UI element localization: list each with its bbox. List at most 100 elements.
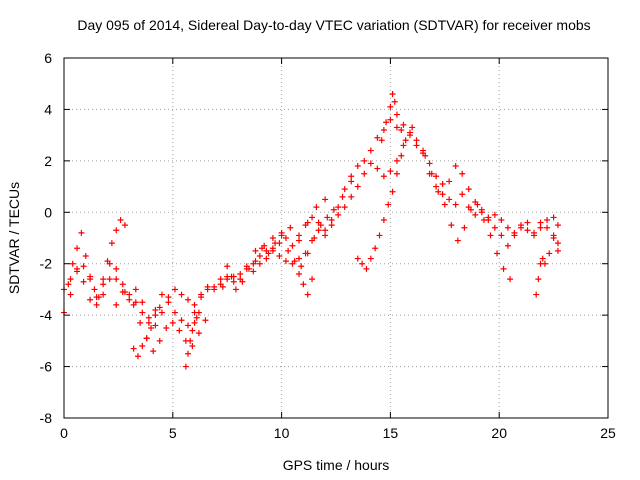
- data-point: [245, 265, 252, 272]
- data-point: [165, 294, 172, 301]
- data-point: [363, 265, 370, 272]
- data-point: [367, 160, 374, 167]
- data-point: [80, 263, 87, 270]
- data-point: [119, 281, 126, 288]
- data-point: [400, 121, 407, 128]
- data-point: [494, 250, 501, 257]
- data-point: [535, 276, 542, 283]
- data-point: [224, 263, 231, 270]
- data-point: [108, 240, 115, 247]
- data-point: [100, 281, 107, 288]
- data-point: [158, 291, 165, 298]
- data-point: [132, 286, 139, 293]
- data-point: [507, 276, 514, 283]
- data-point: [313, 204, 320, 211]
- y-tick-label: -6: [40, 359, 53, 375]
- data-point: [348, 173, 355, 180]
- data-point: [393, 157, 400, 164]
- data-point: [163, 325, 170, 331]
- data-point: [461, 224, 468, 231]
- data-point: [426, 160, 433, 167]
- data-point: [309, 214, 316, 221]
- data-point: [169, 319, 176, 326]
- data-point: [143, 335, 150, 342]
- data-point: [100, 276, 107, 283]
- data-point: [113, 227, 120, 234]
- data-point: [113, 301, 120, 308]
- data-point: [389, 188, 396, 195]
- data-point: [354, 255, 361, 262]
- data-point: [191, 319, 198, 326]
- data-point: [544, 217, 551, 223]
- data-point: [289, 242, 296, 249]
- data-point: [374, 165, 381, 172]
- data-point: [74, 245, 81, 252]
- data-point: [376, 232, 383, 239]
- data-point: [537, 224, 544, 231]
- data-point: [500, 265, 507, 272]
- data-point: [554, 240, 561, 247]
- data-point: [269, 245, 276, 252]
- y-axis-label: SDTVAR / TECUs: [6, 182, 22, 294]
- data-point: [380, 217, 387, 223]
- data-point: [239, 278, 246, 285]
- data-point: [237, 271, 244, 277]
- data-point: [126, 291, 133, 298]
- data-point: [422, 152, 429, 159]
- x-axis-label: GPS time / hours: [283, 457, 390, 473]
- series-track-13: [252, 178, 355, 254]
- data-point: [309, 276, 316, 283]
- data-point: [474, 201, 481, 208]
- data-point: [278, 229, 285, 236]
- data-point: [185, 322, 192, 329]
- data-point: [402, 137, 409, 144]
- data-point: [137, 319, 144, 326]
- data-point: [95, 294, 102, 301]
- data-point: [74, 268, 81, 275]
- data-point: [491, 211, 498, 218]
- data-point: [285, 247, 292, 254]
- data-point: [269, 235, 276, 241]
- axis-ticks: 0 5 10 15 20 25 -8 -6 -4 -2 0 2 4 6: [40, 50, 616, 441]
- data-point: [498, 217, 505, 223]
- series-track-12: [533, 235, 561, 298]
- data-point: [67, 276, 74, 283]
- data-point: [398, 127, 405, 133]
- data-point: [544, 224, 551, 231]
- data-point: [361, 157, 368, 164]
- data-point: [198, 294, 205, 301]
- data-point: [465, 186, 472, 193]
- data-point: [165, 299, 172, 306]
- data-point: [383, 119, 390, 126]
- data-point: [393, 124, 400, 131]
- data-point: [189, 327, 196, 334]
- data-point: [182, 363, 189, 370]
- data-point: [472, 211, 479, 218]
- x-tick-label: 10: [274, 425, 290, 441]
- series-track-10: [378, 91, 405, 144]
- y-tick-label: -2: [40, 256, 53, 272]
- data-point: [439, 191, 446, 198]
- data-point: [150, 348, 157, 355]
- data-point: [256, 253, 263, 259]
- data-point: [380, 173, 387, 180]
- y-tick-label: -8: [40, 410, 53, 426]
- data-point: [296, 237, 303, 244]
- data-point: [348, 178, 355, 185]
- grid-lines: [64, 58, 608, 418]
- data-point: [491, 224, 498, 231]
- data-point: [452, 163, 459, 169]
- data-point: [546, 250, 553, 257]
- data-point: [69, 260, 76, 267]
- data-point: [263, 255, 270, 262]
- data-point: [130, 301, 137, 308]
- data-point: [448, 222, 455, 229]
- data-point: [176, 327, 183, 334]
- data-point: [539, 255, 546, 262]
- data-point: [317, 222, 324, 229]
- data-point: [139, 309, 146, 316]
- data-point: [106, 276, 113, 283]
- data-point: [322, 196, 329, 203]
- data-point: [287, 224, 294, 231]
- chart-title: Day 095 of 2014, Sidereal Day-to-day VTE…: [77, 17, 590, 33]
